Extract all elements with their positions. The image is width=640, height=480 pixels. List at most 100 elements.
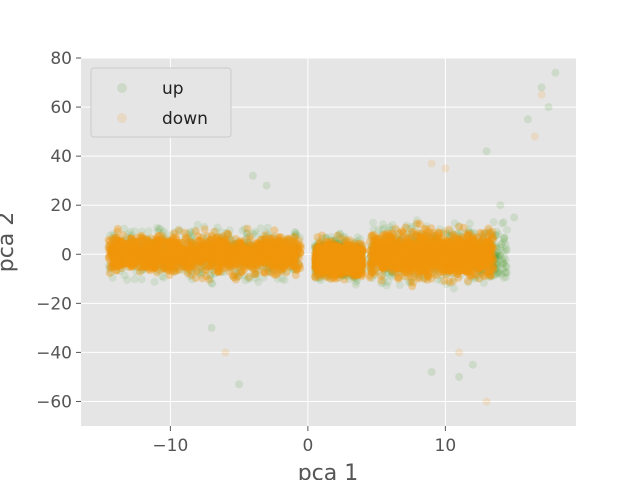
point-up-2100 [537, 83, 546, 92]
point-up-56 [242, 233, 251, 242]
point-up-724 [356, 235, 365, 244]
point-up-86 [225, 226, 234, 235]
point-up-2101 [544, 103, 553, 112]
point-up-380 [273, 274, 282, 283]
point-up-464 [156, 224, 165, 233]
point-up-393 [137, 275, 146, 284]
point-up-978 [312, 274, 320, 283]
point-down-3509 [167, 254, 176, 263]
point-up-403 [263, 223, 272, 232]
point-down-3508 [287, 247, 296, 255]
point-up-194 [207, 279, 216, 288]
point-down-3495 [136, 257, 145, 266]
point-up-54 [292, 265, 301, 274]
point-down-3462 [276, 254, 285, 263]
point-up-301 [243, 229, 252, 238]
point-up-1129 [353, 276, 362, 285]
point-up-2104 [482, 147, 491, 156]
point-up-776 [315, 273, 323, 282]
point-down-3496 [137, 246, 146, 255]
point-down-3492 [130, 247, 139, 256]
point-up-526 [251, 227, 260, 236]
point-down-2520 [191, 274, 200, 283]
point-up-859 [310, 272, 319, 280]
point-up-1022 [351, 273, 360, 282]
point-up-286 [153, 223, 162, 232]
point-up-1859 [503, 225, 511, 234]
point-up-384 [130, 275, 139, 284]
point-up-156 [130, 227, 139, 236]
point-up-4 [144, 227, 153, 236]
point-up-139 [251, 270, 260, 279]
point-up-2065 [500, 234, 509, 243]
point-up-501 [278, 275, 287, 283]
point-up-378 [188, 275, 197, 284]
point-down-3472 [213, 237, 222, 246]
point-up-91 [157, 272, 166, 281]
point-up-367 [241, 276, 250, 285]
point-up-225 [291, 228, 300, 237]
point-up-1638 [450, 284, 458, 293]
point-up-2108 [235, 380, 244, 389]
point-up-1128 [331, 236, 340, 245]
point-down-2704 [243, 224, 252, 233]
point-up-109 [262, 228, 271, 237]
point-up-453 [213, 223, 222, 232]
point-up-816 [345, 275, 354, 284]
point-down-4910 [334, 256, 343, 265]
point-down-3511 [144, 236, 152, 245]
point-up-986 [316, 276, 325, 285]
point-down-3504 [184, 248, 193, 257]
point-up-1333 [351, 280, 360, 289]
point-up-1143 [321, 234, 330, 243]
point-up-545 [193, 220, 202, 229]
point-down-3459 [266, 260, 275, 269]
point-up-80 [292, 230, 301, 239]
point-down-3470 [212, 252, 221, 261]
point-up-137 [159, 229, 168, 238]
point-up-439 [206, 271, 215, 280]
point-up-100 [259, 273, 268, 282]
point-up-1077 [310, 243, 319, 251]
point-down-3390 [166, 262, 175, 271]
point-up-292 [249, 269, 258, 278]
point-up-987 [338, 272, 347, 280]
point-up-175 [104, 261, 113, 270]
point-up-89 [229, 273, 238, 282]
point-up-530 [238, 226, 247, 235]
point-up-2105 [455, 372, 464, 381]
point-up-572 [222, 229, 231, 238]
point-up-63 [166, 231, 175, 240]
point-up-167 [150, 277, 159, 286]
point-down-3262 [284, 234, 293, 243]
point-up-2029 [500, 260, 509, 269]
point-down-3505 [157, 238, 166, 247]
point-up-2062 [502, 245, 511, 254]
point-down-2960 [198, 274, 207, 283]
point-up-970 [315, 274, 324, 283]
point-down-3510 [261, 234, 269, 243]
point-up-644 [120, 224, 129, 233]
point-up-999 [327, 236, 336, 245]
point-up-873 [321, 233, 330, 242]
point-up-231 [223, 230, 232, 239]
point-up-398 [231, 268, 240, 277]
point-up-2059 [498, 219, 507, 228]
point-up-815 [322, 234, 331, 243]
point-up-503 [263, 267, 272, 276]
point-up-478 [190, 226, 199, 235]
point-up-547 [126, 227, 135, 236]
point-up-349 [170, 228, 179, 237]
point-up-65 [251, 274, 260, 282]
point-up-647 [154, 224, 163, 233]
point-down-4852 [326, 242, 335, 251]
point-up-2112 [248, 171, 257, 180]
point-down-2971 [245, 272, 253, 281]
point-up-2102 [523, 115, 532, 124]
point-up-2107 [427, 368, 436, 376]
point-down-3501 [274, 236, 283, 245]
point-down-3348 [177, 238, 186, 247]
point-up-397 [185, 229, 194, 237]
point-up-610 [256, 224, 265, 233]
